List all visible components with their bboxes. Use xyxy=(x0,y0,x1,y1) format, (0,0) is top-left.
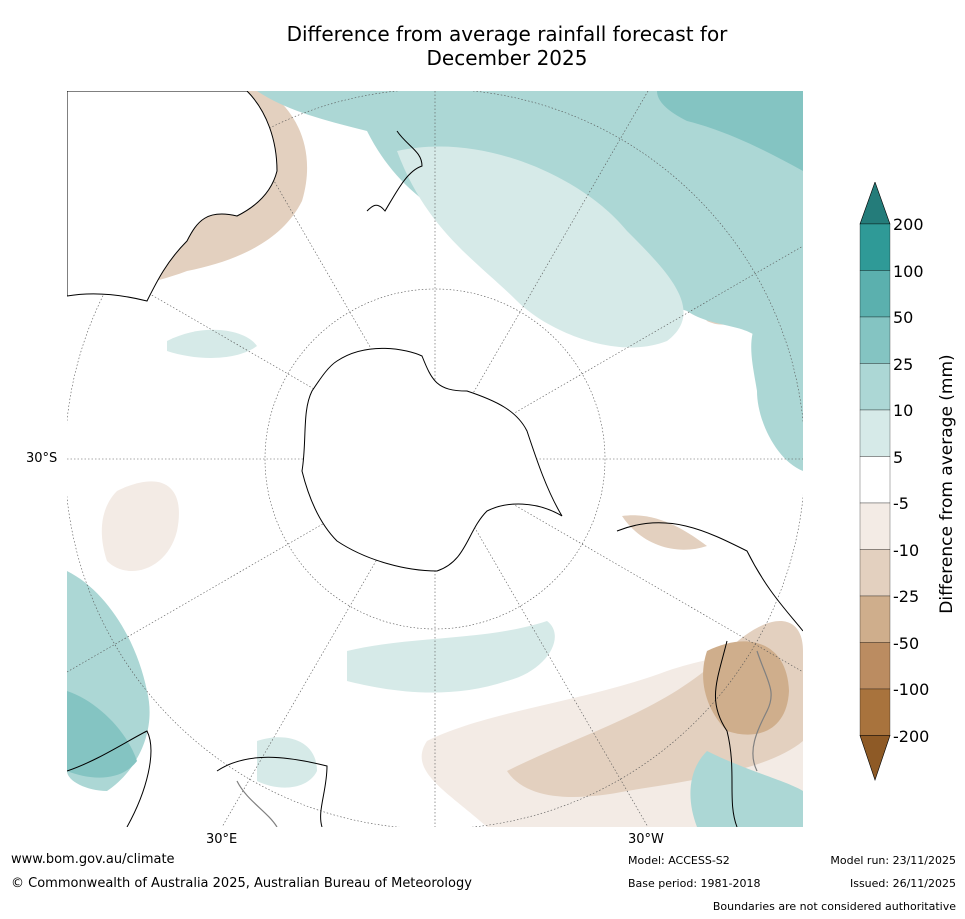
legend-overflow-bottom xyxy=(859,735,891,781)
legend-swatch-200-100 xyxy=(859,223,891,271)
map-svg xyxy=(67,91,803,827)
south-america-coastline xyxy=(616,522,803,827)
legend-swatch-m10-m25 xyxy=(859,549,891,597)
legend-tick-25: 25 xyxy=(893,355,914,374)
wet-region-south-pacific xyxy=(347,621,555,693)
dry-region-indian-ocean xyxy=(101,481,179,571)
legend-swatch-m50-m100 xyxy=(859,642,891,690)
disclaimer-text: Boundaries are not considered authoritat… xyxy=(712,900,956,913)
legend-tick-m100: -100 xyxy=(893,680,930,699)
model-text: Model: ACCESS-S2 xyxy=(628,854,730,867)
legend-tick-5: 5 xyxy=(893,448,904,467)
legend-tick-m200: -200 xyxy=(893,727,930,746)
dry-region-drake xyxy=(622,515,707,550)
africa-coastline xyxy=(67,730,328,827)
legend-swatch-10-5 xyxy=(859,409,891,457)
wet-region-pacific-light xyxy=(397,146,684,348)
legend-swatch-m5-m10 xyxy=(859,502,891,550)
wet-region-madagascar xyxy=(257,737,317,788)
new-zealand-coastline xyxy=(366,130,423,212)
legend-svg xyxy=(859,182,891,781)
australia-coastline xyxy=(67,91,278,302)
legend-tick-10: 10 xyxy=(893,401,914,420)
legend-swatch-50-25 xyxy=(859,316,891,364)
legend-tick-m50: -50 xyxy=(893,634,920,653)
title-line-2: December 2025 xyxy=(426,46,588,70)
wet-region-indian-band xyxy=(167,329,257,358)
wet-region-pacific-north xyxy=(257,91,803,451)
issued-text: Issued: 26/11/2025 xyxy=(849,877,956,890)
wet-region-south-america-south xyxy=(690,751,803,827)
lon-label-30e: 30°E xyxy=(206,832,238,847)
wet-region-east-pacific xyxy=(751,321,803,471)
color-legend xyxy=(858,182,965,782)
south-america-boundaries xyxy=(752,650,772,772)
model-run-text: Model run: 23/11/2025 xyxy=(830,854,956,867)
antarctica-coastline xyxy=(301,347,563,572)
lat-label-30s: 30°S xyxy=(26,451,58,466)
africa-boundaries xyxy=(236,780,278,827)
wet-anomaly-regions xyxy=(67,91,803,827)
legend-tick-200: 200 xyxy=(893,215,924,234)
legend-swatch-100-50 xyxy=(859,270,891,318)
website-link[interactable]: www.bom.gov.au/climate xyxy=(11,852,175,867)
base-period-text: Base period: 1981-2018 xyxy=(628,877,761,890)
copyright-text: © Commonwealth of Australia 2025, Austra… xyxy=(11,876,472,891)
legend-tick-100: 100 xyxy=(893,262,924,281)
legend-tick-m10: -10 xyxy=(893,541,920,560)
wet-region-pacific-core xyxy=(657,91,803,171)
legend-swatch-5-m5 xyxy=(859,456,891,504)
legend-tick-m5: -5 xyxy=(893,494,909,513)
legend-tick-m25: -25 xyxy=(893,587,920,606)
legend-swatch-m25-m50 xyxy=(859,595,891,643)
lon-label-30w: 30°W xyxy=(628,832,664,847)
legend-overflow-top xyxy=(859,182,891,225)
title-line-1: Difference from average rainfall forecas… xyxy=(286,22,728,46)
chart-title: Difference from average rainfall forecas… xyxy=(0,22,965,70)
legend-swatch-m100-m200 xyxy=(859,688,891,736)
map-panel[interactable] xyxy=(67,91,803,827)
legend-title: Difference from average (mm) xyxy=(937,354,957,614)
wet-region-africa-core xyxy=(67,691,137,778)
legend-tick-50: 50 xyxy=(893,308,914,327)
legend-swatch-25-10 xyxy=(859,363,891,411)
